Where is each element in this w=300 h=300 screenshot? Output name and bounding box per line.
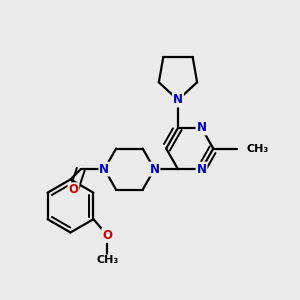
Text: N: N	[173, 93, 183, 106]
Text: O: O	[102, 229, 112, 242]
Text: CH₃: CH₃	[246, 143, 268, 154]
Text: N: N	[196, 163, 206, 176]
Text: O: O	[68, 183, 78, 196]
Text: N: N	[196, 122, 206, 134]
Text: CH₃: CH₃	[96, 255, 118, 266]
Text: N: N	[99, 163, 110, 176]
Text: N: N	[149, 163, 159, 176]
